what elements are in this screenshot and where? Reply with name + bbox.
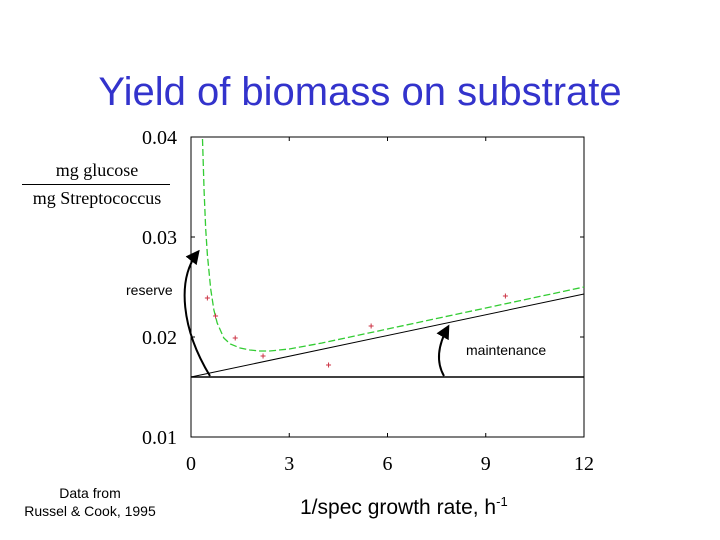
x-tick-label: 12 <box>574 453 594 475</box>
y-tick-label: 0.02 <box>142 327 177 349</box>
data-source-line-2: Russel & Cook, 1995 <box>24 503 156 519</box>
y-axis-label-numerator: mg glucose <box>55 160 139 180</box>
data-point <box>232 335 238 341</box>
reserve-arrow <box>183 249 211 377</box>
maintenance-line <box>190 293 585 378</box>
data-point <box>213 313 219 319</box>
data-point <box>260 353 266 359</box>
data-source-note: Data from Russel & Cook, 1995 <box>0 484 180 520</box>
x-tick-label: 6 <box>383 453 393 475</box>
page-title: Yield of biomass on substrate <box>98 70 622 114</box>
y-axis-label-fraction-bar <box>22 184 170 185</box>
x-axis-label-superscript: -1 <box>496 494 508 509</box>
plot-border <box>190 136 585 438</box>
x-axis-label-text: 1/spec growth rate, h <box>300 496 497 519</box>
axis-ticks <box>190 136 585 438</box>
y-axis-label-denominator: mg Streptococcus <box>32 188 162 208</box>
data-point <box>502 293 508 299</box>
maintenance-arrow <box>436 324 450 377</box>
data-point <box>326 362 332 368</box>
x-tick-label: 9 <box>481 453 491 475</box>
data-source-line-1: Data from <box>59 485 121 501</box>
data-point <box>204 295 210 301</box>
maintenance-annotation: maintenance <box>466 342 546 358</box>
y-tick-label: 0.04 <box>142 127 177 149</box>
data-points <box>204 293 508 368</box>
reserve-annotation: reserve <box>126 282 173 298</box>
x-tick-label: 3 <box>284 453 294 475</box>
model-lines <box>190 138 585 378</box>
plot-frame <box>190 136 585 438</box>
y-tick-label: 0.01 <box>142 427 177 449</box>
data-point <box>368 323 374 329</box>
y-tick-label: 0.03 <box>142 227 177 249</box>
x-axis-label: 1/spec growth rate, h-1 <box>300 494 508 520</box>
axis-tick-labels: 0.01 0.02 0.03 0.04 0 3 6 9 12 <box>142 127 594 475</box>
annotation-arrows <box>183 249 450 377</box>
x-tick-label: 0 <box>186 453 196 475</box>
fit-curve <box>201 138 585 352</box>
